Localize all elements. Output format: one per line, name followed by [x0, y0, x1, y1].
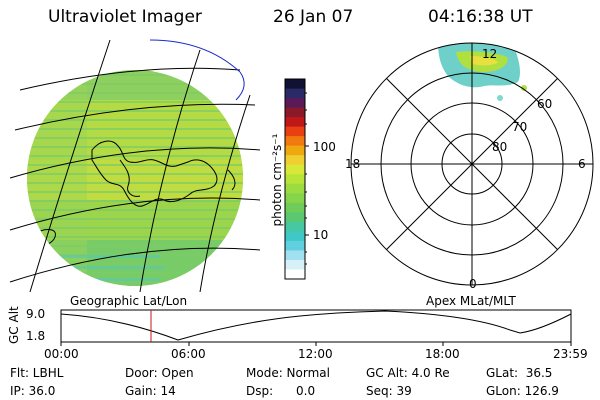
scan-stripe — [27, 164, 243, 166]
colorbar-band — [285, 221, 305, 232]
colorbar-band — [285, 107, 305, 118]
scan-stripe — [27, 146, 243, 148]
mlt-label-18: 18 — [345, 157, 361, 171]
footer-seq: Seq: 39 — [366, 384, 412, 398]
colorbar-band — [285, 250, 305, 261]
timeline-xtick-0600: 06:00 — [171, 347, 206, 361]
timeline-xtick-1200: 12:00 — [298, 347, 333, 361]
left-panel-label: Geographic Lat/Lon — [70, 294, 188, 308]
scan-stripe — [27, 245, 243, 247]
scan-stripe — [27, 182, 243, 184]
colorbar-band — [285, 231, 305, 242]
scan-stripe — [27, 209, 243, 211]
mlat-ring-60: 60 — [537, 97, 553, 111]
scan-stripe — [27, 227, 243, 229]
right-panel-label: Apex MLat/MLT — [426, 294, 516, 308]
polar-mlt-plot — [350, 42, 594, 286]
colorbar-tick-10: 10 — [313, 228, 329, 242]
colorbar-band — [285, 164, 305, 175]
colorbar-band — [285, 202, 305, 213]
colorbar-band — [285, 174, 305, 185]
scan-stripe — [27, 263, 243, 265]
footer-filter: Flt: LBHL — [10, 366, 64, 380]
footer-gc-alt: GC Alt: 4.0 Re — [366, 366, 450, 380]
mlt-label-12: 12 — [482, 47, 498, 61]
scan-stripe — [27, 200, 243, 202]
colorbar-band — [285, 212, 305, 223]
scan-stripe — [27, 110, 243, 112]
colorbar-band — [285, 136, 305, 147]
scan-stripe — [27, 92, 243, 94]
scan-stripe — [27, 119, 243, 121]
scan-stripe — [27, 272, 243, 274]
footer-ip: IP: 36.0 — [10, 384, 56, 398]
footer-glon: GLon: 126.9 — [486, 384, 559, 398]
colorbar-band — [285, 269, 305, 280]
colorbar-band — [285, 117, 305, 128]
colorbar-band — [285, 193, 305, 204]
scan-stripe — [27, 191, 243, 193]
scan-stripe — [27, 281, 243, 283]
scan-stripe — [27, 218, 243, 220]
timeline-ytick-high: 9.0 — [26, 307, 46, 321]
footer-glat: GLat: 36.5 — [486, 366, 553, 380]
scan-stripe — [27, 155, 243, 157]
color-scale-bar — [284, 78, 309, 280]
scan-stripe — [27, 137, 243, 139]
observation-time: 04:16:38 UT — [428, 7, 533, 27]
mlt-label-6: 6 — [578, 157, 586, 171]
scan-stripe — [27, 128, 243, 130]
colorbar-band — [285, 145, 305, 156]
mlat-ring-80: 80 — [492, 140, 508, 154]
colorbar-band — [285, 259, 305, 270]
colorbar-band — [285, 98, 305, 109]
timeline-xtick-2359: 23:59 — [553, 347, 588, 361]
colorbar-band — [285, 126, 305, 137]
scan-stripe — [27, 236, 243, 238]
colorbar-band — [285, 183, 305, 194]
scan-stripe — [27, 83, 243, 85]
footer-mode: Mode: Normal — [246, 366, 330, 380]
colorbar-band — [285, 155, 305, 166]
mlt-label-0: 0 — [469, 277, 477, 291]
scan-stripe — [27, 74, 243, 76]
colorbar-band — [285, 240, 305, 251]
timeline-xtick-0000: 00:00 — [44, 347, 79, 361]
colorbar-band — [285, 79, 305, 90]
scan-stripe — [27, 173, 243, 175]
colorbar-tick-100: 100 — [313, 140, 336, 154]
timeline-xtick-1800: 18:00 — [425, 347, 460, 361]
footer-dsp: Dsp: 0.0 — [246, 384, 316, 398]
footer-gain: Gain: 14 — [125, 384, 176, 398]
altitude-timeline — [60, 309, 572, 346]
observation-date: 26 Jan 07 — [273, 7, 354, 27]
mlat-ring-70: 70 — [512, 120, 528, 134]
scan-stripe — [27, 101, 243, 103]
colorbar-units: photon cm⁻²s⁻¹ — [270, 133, 284, 227]
earth-disk-image — [9, 39, 261, 292]
timeline-axis-label: GC Alt — [7, 306, 21, 344]
footer-door: Door: Open — [125, 366, 194, 380]
timeline-ytick-low: 1.8 — [26, 329, 46, 343]
colorbar-band — [285, 88, 305, 99]
instrument-title: Ultraviolet Imager — [48, 7, 202, 27]
